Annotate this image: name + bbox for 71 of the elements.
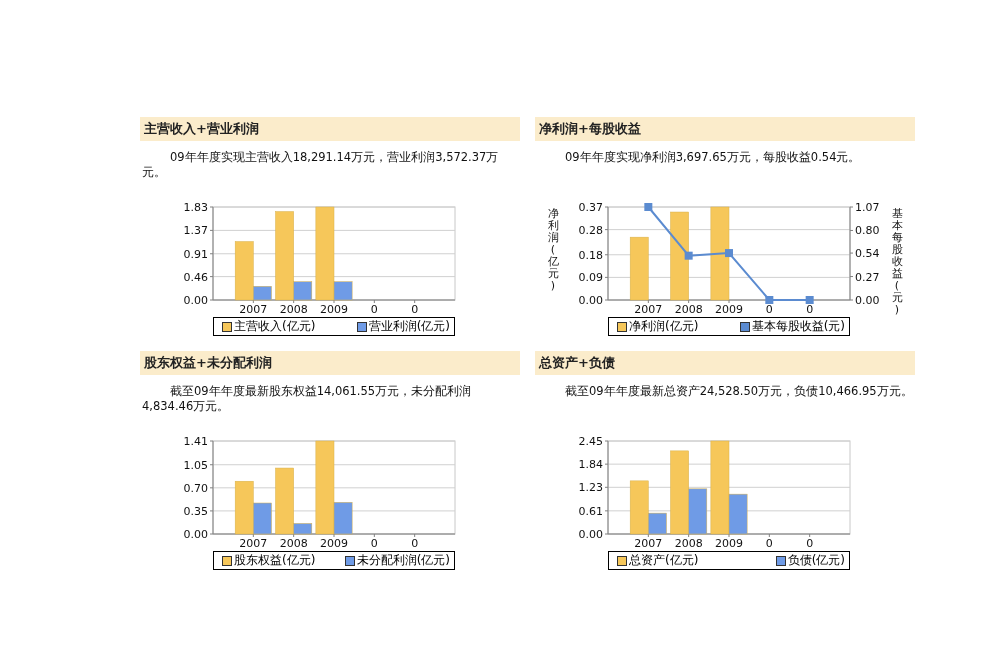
bar	[629, 236, 649, 301]
x-tick-label: 0	[806, 537, 814, 550]
chart-subtitle: 09年年度实现净利润3,697.65万元，每股收益0.54元。	[564, 150, 862, 165]
point	[684, 251, 693, 260]
chart-subtitle: 09年年度实现主营收入18,291.14万元，营业利润3,572.37万元。	[142, 150, 500, 180]
x-tick-label: 0	[806, 303, 814, 316]
x-tick-label: 2007	[634, 537, 663, 550]
y-tick-label: 0.00	[183, 294, 208, 307]
y2-tick-label: 0.27	[855, 270, 880, 284]
y-axis-title: 净利润(亿元)	[546, 207, 559, 292]
point	[644, 203, 653, 211]
x-tick-label: 2008	[279, 537, 308, 550]
y-tick-label: 1.83	[183, 201, 208, 214]
y-tick-label: 0.37	[578, 201, 603, 214]
y-tick-label: 1.05	[183, 458, 208, 472]
legend-label: 营业利润(亿元)	[368, 318, 450, 335]
y-tick-label: 0.28	[578, 223, 603, 237]
x-tick-label: 2007	[239, 537, 268, 550]
y-tick-label: 0.46	[183, 270, 208, 284]
x-tick-label: 2007	[239, 303, 268, 316]
x-tick-label: 2009	[715, 303, 743, 316]
chart-title: 净利润+每股收益	[535, 117, 915, 141]
y-tick-label: 0.00	[578, 294, 603, 307]
legend-label: 股东权益(亿元)	[234, 552, 316, 569]
x-tick-label: 2008	[279, 303, 308, 316]
legend-label: 总资产(亿元)	[629, 552, 699, 569]
x-tick-label: 2009	[715, 537, 743, 550]
x-tick-label: 0	[411, 303, 419, 316]
y-tick-label: 1.23	[578, 481, 603, 495]
chart-title: 总资产+负债	[535, 351, 915, 375]
point	[805, 296, 814, 304]
y-tick-label: 2.45	[578, 435, 603, 448]
y2-tick-label: 0.00	[855, 294, 880, 307]
y-tick-label: 0.35	[183, 504, 208, 518]
legend-label: 主营收入(亿元)	[234, 318, 316, 335]
bar	[710, 206, 730, 301]
text: 基本每股收益(元)	[891, 207, 903, 316]
y-tick-label: 0.09	[578, 271, 603, 285]
x-tick-label: 2009	[320, 537, 348, 550]
x-tick-label: 2008	[674, 303, 703, 316]
y2-tick-label: 0.54	[855, 247, 880, 261]
x-tick-label: 2008	[674, 537, 703, 550]
y-tick-label: 0.00	[183, 528, 208, 541]
point	[725, 249, 733, 258]
x-tick-label: 0	[370, 303, 378, 316]
legend-label: 负债(亿元)	[787, 552, 845, 569]
y-tick-label: 0.18	[578, 248, 603, 262]
x-tick-label: 0	[370, 537, 378, 550]
legend-label: 未分配利润(亿元)	[356, 552, 450, 569]
chart-title: 股东权益+未分配利润	[140, 351, 520, 375]
y-tick-label: 1.41	[183, 435, 208, 448]
chart-title: 主营收入+营业利润	[140, 117, 520, 141]
x-tick-label: 2009	[320, 303, 348, 316]
point	[765, 296, 774, 304]
y-tick-label: 1.84	[578, 458, 603, 472]
y-tick-label: 0.61	[578, 504, 603, 518]
y2-tick-label: 1.07	[855, 201, 880, 214]
x-tick-label: 0	[411, 537, 419, 550]
chart-subtitle: 截至09年年度最新总资产24,528.50万元，负债10,466.95万元。	[564, 384, 914, 399]
bar	[670, 211, 689, 301]
legend-label: 净利润(亿元)	[629, 318, 699, 335]
y-tick-label: 0.70	[183, 481, 208, 495]
legend-label: 基本每股收益(元)	[751, 318, 845, 335]
x-tick-label: 0	[765, 537, 773, 550]
y2-tick-label: 0.80	[855, 224, 880, 238]
y-tick-label: 1.37	[183, 224, 208, 238]
y-tick-label: 0.91	[183, 247, 208, 261]
x-tick-label: 2007	[634, 303, 663, 316]
x-tick-label: 0	[765, 303, 773, 316]
y-tick-label: 0.00	[578, 528, 603, 541]
chart-subtitle: 截至09年年度最新股东权益14,061.55万元，未分配利润4,834.46万元。	[142, 384, 473, 414]
